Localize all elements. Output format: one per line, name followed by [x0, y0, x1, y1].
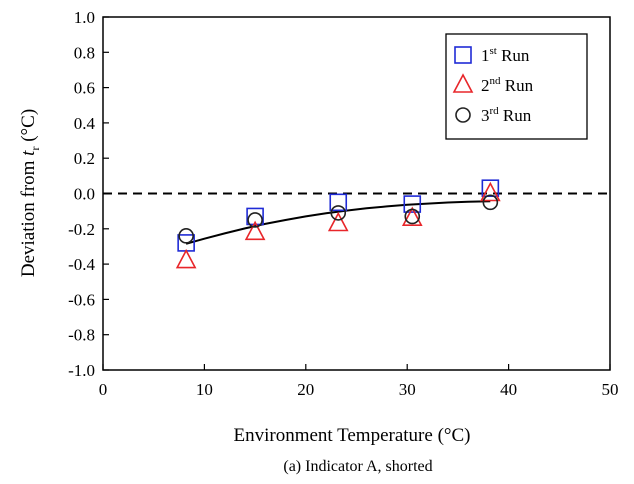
y-axis-title-symbol: t	[18, 150, 39, 156]
fit-curve-layer	[185, 200, 491, 245]
triangle-data-point	[480, 181, 501, 202]
legend-entry-label: 3rd Run	[481, 105, 532, 125]
y-tick-label: 0.4	[74, 114, 96, 133]
circle-data-point	[330, 205, 347, 221]
legend-entry-ordinal: rd	[490, 105, 500, 117]
x-tick-label: 0	[99, 380, 108, 399]
square-data-point	[329, 193, 348, 212]
x-tick-label: 10	[196, 380, 213, 399]
triangle-data-point	[327, 211, 349, 232]
fit-curve	[185, 200, 491, 245]
legend-entry-run: Run	[501, 76, 534, 95]
legend-circle-marker	[455, 107, 471, 123]
y-tick-label: 0.0	[74, 185, 95, 204]
triangle-data-point	[175, 248, 197, 269]
y-tick-label: -0.8	[68, 326, 95, 345]
legend-entry-run: Run	[497, 46, 530, 65]
y-tick-label: -0.2	[68, 220, 95, 239]
legend-entry-number: 1	[481, 46, 490, 65]
markers-layer	[175, 179, 501, 269]
legend-entry-label: 1st Run	[481, 45, 530, 65]
legend-entry-ordinal: nd	[490, 75, 502, 87]
y-axis-title: Deviation from tr (°C)	[18, 109, 42, 277]
square-data-point	[246, 207, 264, 226]
x-tick-label: 40	[500, 380, 517, 399]
circle-data-point	[247, 212, 263, 228]
circle-data-point	[404, 208, 421, 225]
x-tick-label: 50	[602, 380, 619, 399]
triangle-data-point	[401, 206, 423, 227]
x-axis-title: Environment Temperature (°C)	[233, 425, 470, 446]
y-tick-label: 0.6	[74, 79, 95, 98]
legend-entry-number: 3	[481, 106, 490, 125]
triangle-data-point	[244, 220, 266, 241]
y-axis-title-prefix: Deviation from	[18, 156, 39, 277]
legend-entry-run: Run	[499, 106, 532, 125]
legend-triangle-marker	[452, 73, 474, 93]
y-tick-label: 0.2	[74, 149, 95, 168]
y-tick-label: -1.0	[68, 361, 95, 380]
y-tick-label: -0.4	[68, 255, 95, 274]
legend-entry-number: 2	[481, 76, 490, 95]
legend-entry-label: 2nd Run	[481, 75, 534, 95]
square-data-point	[403, 195, 422, 213]
y-axis-title-suffix: (°C)	[18, 109, 39, 147]
y-tick-label: -0.6	[68, 290, 95, 309]
circle-data-point	[178, 228, 194, 244]
circle-data-point	[482, 194, 499, 211]
legend-entry-ordinal: st	[490, 45, 497, 57]
y-tick-label: 1.0	[74, 8, 95, 27]
square-data-point	[481, 179, 500, 198]
y-tick-label: 0.8	[74, 43, 95, 62]
axes-layer: 1.0 0.8 0.6 0.4 0.2 0.0 -0.2 -0.4 -0.6 -0.8 -1.00 1…	[68, 8, 618, 399]
y-axis-title-subscript: r	[28, 147, 42, 151]
legend-square-marker	[454, 46, 472, 64]
x-tick-label: 30	[399, 380, 416, 399]
figure-caption: (a) Indicator A, shorted	[283, 458, 432, 475]
x-tick-label: 20	[297, 380, 314, 399]
